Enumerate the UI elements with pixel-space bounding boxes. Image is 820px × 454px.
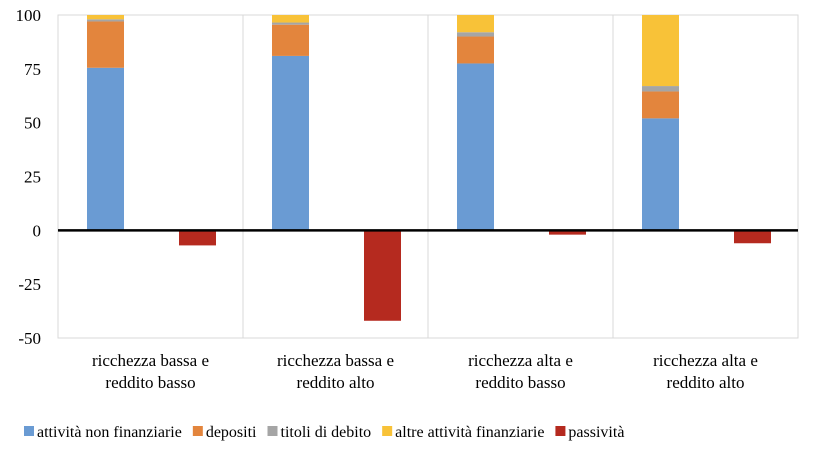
legend: attività non finanziarie depositi titoli d… <box>24 424 624 441</box>
legend-swatch <box>555 426 566 436</box>
bar-segment <box>642 86 679 92</box>
y-tick-label: 75 <box>24 60 41 79</box>
liability-bar <box>179 230 216 246</box>
legend-swatch <box>24 426 34 436</box>
y-tick-label: -25 <box>18 275 41 294</box>
bar-segment <box>272 55 309 231</box>
liability-bar <box>734 230 771 244</box>
category-label: ricchezza bassa e <box>277 351 394 370</box>
y-tick-label: 50 <box>24 114 41 133</box>
y-axis: 100 75 50 25 0 -25 -50 <box>16 6 42 348</box>
legend-swatch <box>267 426 278 436</box>
category-label: ricchezza bassa e <box>92 351 209 370</box>
liability-bar <box>364 230 401 321</box>
bar-segment <box>272 24 309 56</box>
bar-segment <box>87 15 124 20</box>
category-label: ricchezza alta e <box>468 351 573 370</box>
bar-segment <box>87 67 124 231</box>
bar-segment <box>87 19 124 22</box>
category-label: ricchezza alta e <box>653 351 758 370</box>
plot-frame <box>57 14 799 339</box>
x-axis: ricchezza bassa e reddito basso ricchezza … <box>92 351 758 392</box>
y-tick-label: 100 <box>16 6 42 25</box>
category-label: reddito alto <box>297 373 375 392</box>
legend-label: titoli di debito <box>281 424 372 441</box>
bar-segment <box>457 32 494 37</box>
bar-segment <box>272 15 309 23</box>
legend-swatch <box>192 426 203 436</box>
bar-segment <box>87 21 124 68</box>
y-tick-label: -50 <box>18 329 41 348</box>
legend-label: passività <box>568 424 624 441</box>
bar-segment <box>642 15 679 87</box>
legend-label: altre attività finanziarie <box>395 424 544 441</box>
y-tick-label: 0 <box>33 221 42 240</box>
category-label: reddito basso <box>475 373 565 392</box>
category-label: reddito basso <box>105 373 195 392</box>
bar-segment <box>457 15 494 33</box>
bar-segment <box>642 118 679 231</box>
bar-segment <box>457 36 494 64</box>
legend-label: attività non finanziarie <box>37 424 182 441</box>
legend-swatch <box>382 426 393 436</box>
bar-segment <box>642 91 679 119</box>
legend-label: depositi <box>206 424 257 441</box>
bar-segment <box>457 63 494 231</box>
bar-segment <box>272 22 309 25</box>
y-tick-label: 25 <box>24 168 41 187</box>
bars-layer <box>87 15 771 321</box>
liability-bar <box>549 230 586 235</box>
category-label: reddito alto <box>667 373 745 392</box>
